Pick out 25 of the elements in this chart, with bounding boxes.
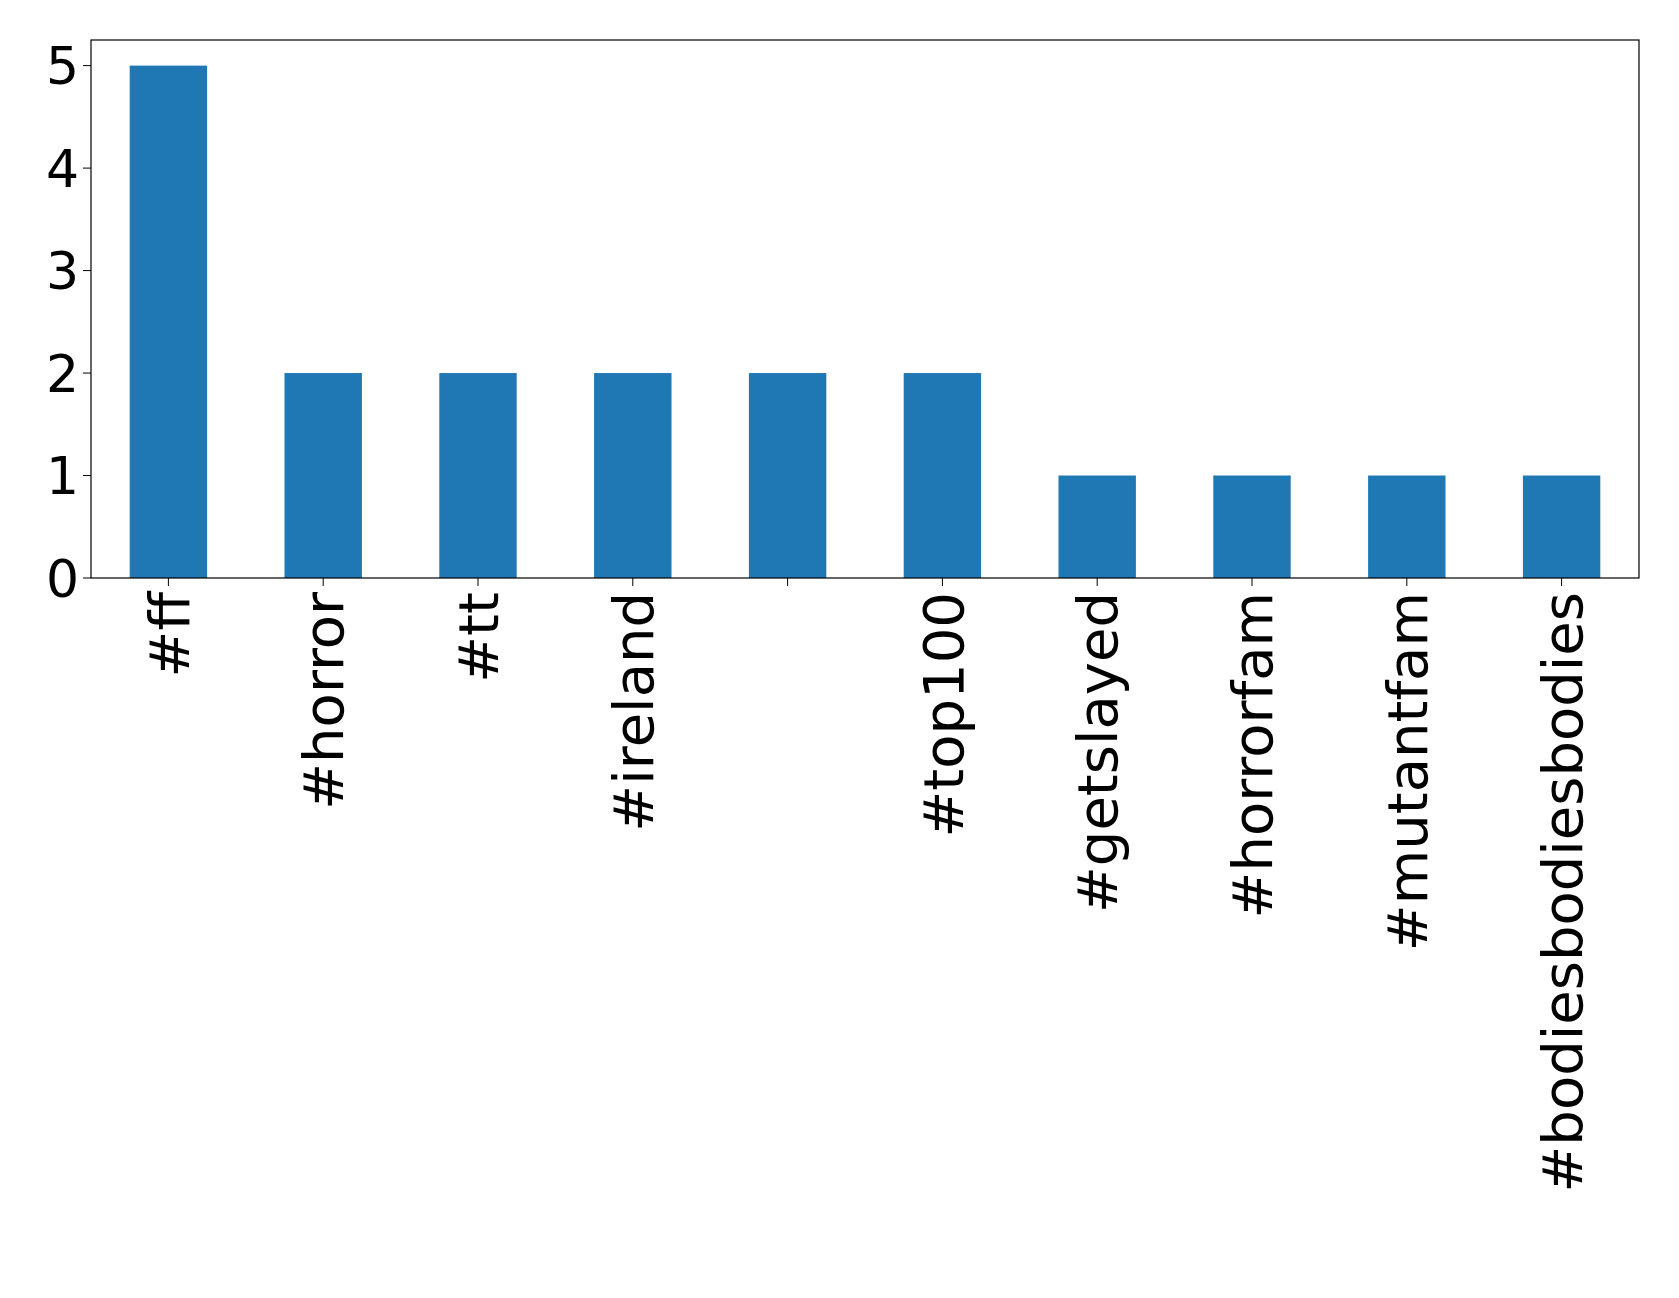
y-tick-label: 4	[45, 138, 79, 199]
x-tick-label: #tt	[446, 592, 512, 683]
x-tick-label: #horrorfam	[1220, 592, 1286, 919]
bar	[748, 373, 827, 578]
y-tick-label: 0	[45, 548, 79, 609]
x-tick-label: #bodiesbodiesbodies	[1529, 592, 1595, 1193]
y-tick-label: 1	[45, 446, 79, 507]
bar	[1058, 475, 1136, 578]
x-tick-label: #getslayed	[1065, 592, 1131, 914]
x-tick-label: #horror	[291, 591, 357, 810]
y-tick-label: 5	[45, 36, 79, 97]
x-tick-label: #ireland	[600, 592, 666, 832]
bar	[903, 373, 982, 578]
x-tick-label: #ff	[136, 590, 202, 678]
bar	[284, 373, 362, 578]
bar	[1368, 475, 1446, 578]
x-tick-label: #mutantfam	[1374, 592, 1440, 952]
y-tick-label: 2	[45, 343, 79, 404]
bar	[129, 65, 208, 578]
bar	[439, 373, 517, 578]
x-tick-label: #top100	[910, 592, 976, 838]
bar	[594, 373, 672, 578]
bar	[1213, 475, 1291, 578]
y-tick-label: 3	[45, 241, 79, 302]
bar	[1522, 475, 1601, 578]
